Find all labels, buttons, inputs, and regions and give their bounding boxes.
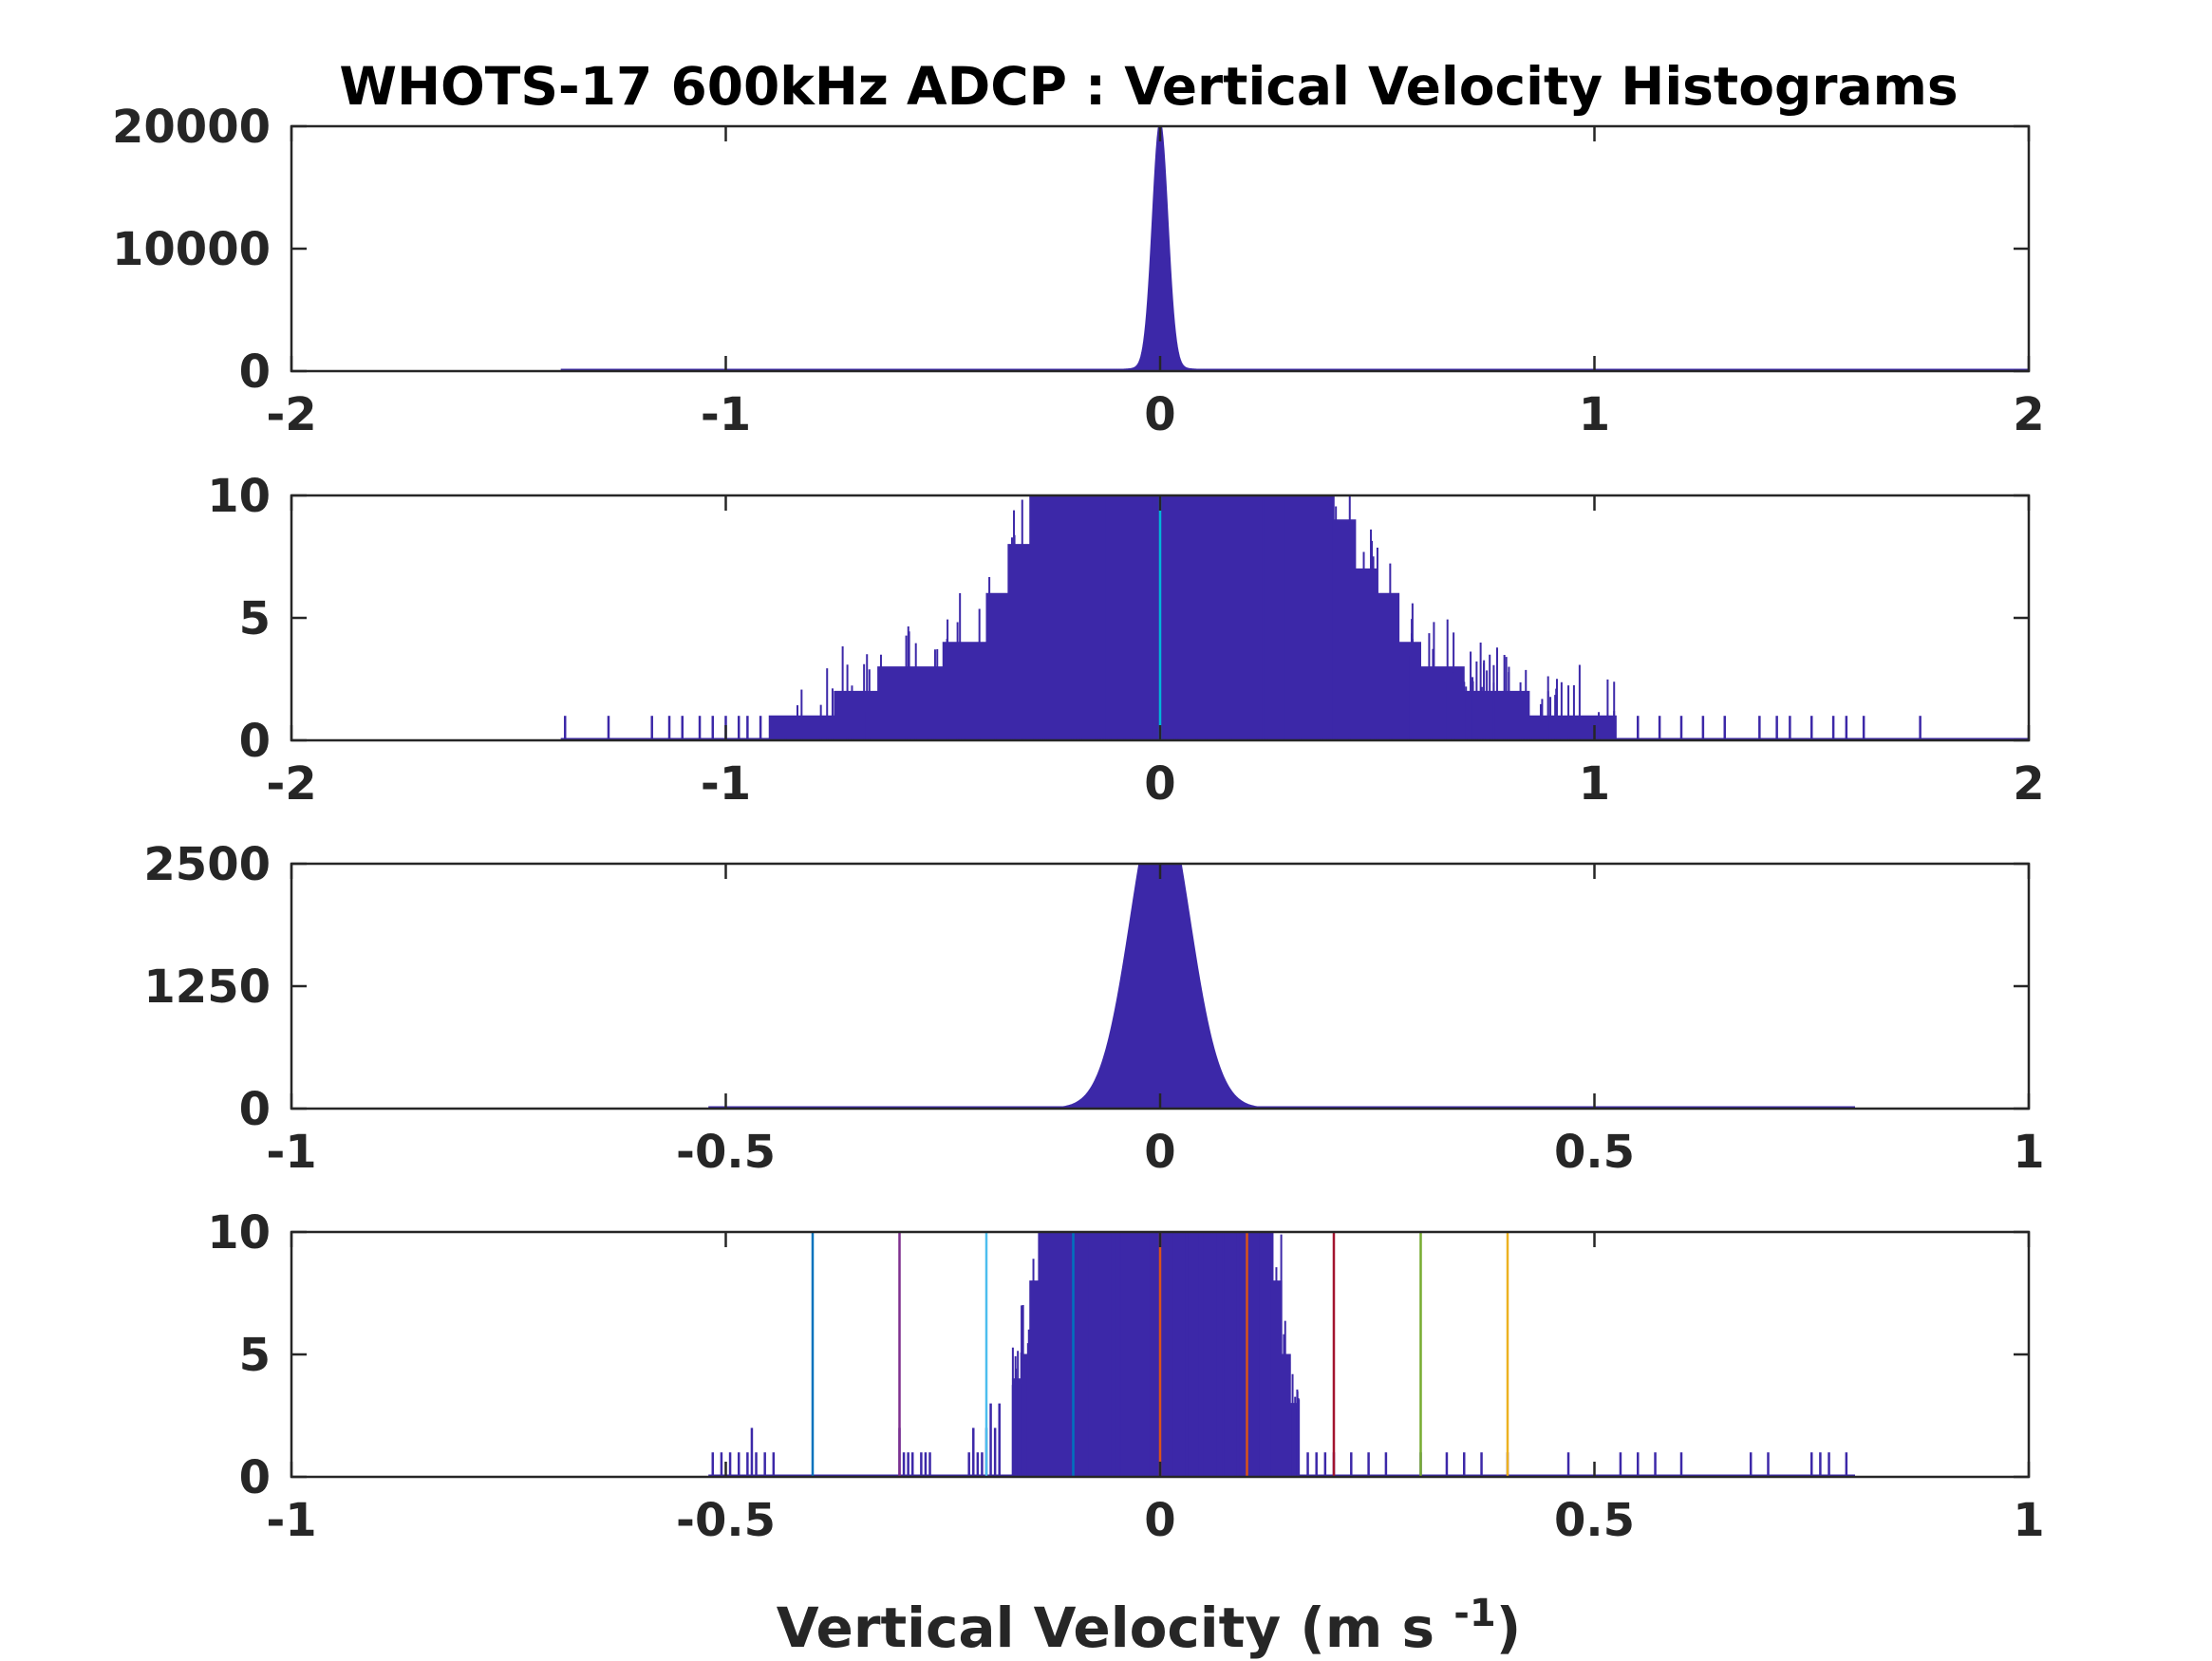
x-tick-label: -0.5 (676, 1126, 776, 1179)
x-axis-label-exponent: -1 (1453, 1592, 1495, 1635)
x-tick-label: 1 (2013, 1126, 2044, 1179)
x-tick-label: -1 (701, 388, 751, 441)
x-axis-label-main: Vertical Velocity (m s (777, 1596, 1453, 1660)
x-tick-label: 0 (1144, 1494, 1175, 1547)
x-tick-label: 1 (1579, 388, 1610, 441)
y-tick-label: 5 (239, 1329, 271, 1382)
x-tick-label: -2 (266, 388, 316, 441)
x-tick-label: 2 (2013, 757, 2044, 811)
histogram-bars (768, 495, 1617, 740)
x-tick-label: -1 (266, 1494, 316, 1547)
y-tick-label: 0 (239, 1451, 271, 1504)
x-tick-label: 0 (1144, 1126, 1175, 1179)
x-tick-label: 0.5 (1554, 1494, 1635, 1547)
x-tick-label: -1 (266, 1126, 316, 1179)
y-tick-label: 10 (207, 470, 271, 523)
panel-1: -2 -1 0 1 2 0 10000 20000 (112, 101, 2045, 441)
x-tick-label: 0.5 (1554, 1126, 1635, 1179)
y-tick-label: 0 (239, 1083, 271, 1136)
x-tick-label: 1 (1579, 757, 1610, 811)
y-tick-label: 1250 (143, 961, 271, 1014)
y-tick-label: 5 (239, 592, 271, 645)
x-tick-label: 1 (2013, 1494, 2044, 1547)
x-tick-label: 0 (1144, 388, 1175, 441)
y-tick-label: 10 (207, 1206, 271, 1260)
panel-2: -2 -1 0 1 2 0 5 10 (207, 470, 2045, 811)
x-tick-label: 2 (2013, 388, 2044, 441)
x-axis-label-close: ) (1496, 1596, 1522, 1660)
y-tick-label: 10000 (112, 223, 271, 276)
y-tick-label: 2500 (143, 838, 271, 891)
y-tick-label: 20000 (112, 101, 271, 154)
y-tick-label: 0 (239, 715, 271, 768)
x-tick-label: 0 (1144, 757, 1175, 811)
x-axis-label: Vertical Velocity (m s -1) (777, 1592, 1521, 1660)
x-tick-label: -2 (266, 757, 316, 811)
panel-3: -1 -0.5 0 0.5 1 0 1250 2500 (143, 838, 2044, 1179)
chart-title: WHOTS-17 600kHz ADCP : Vertical Velocity… (339, 56, 1958, 117)
x-tick-label: -1 (701, 757, 751, 811)
x-tick-label: -0.5 (676, 1494, 776, 1547)
panel-2-plot-area (560, 495, 2029, 740)
y-tick-label: 0 (239, 345, 271, 399)
